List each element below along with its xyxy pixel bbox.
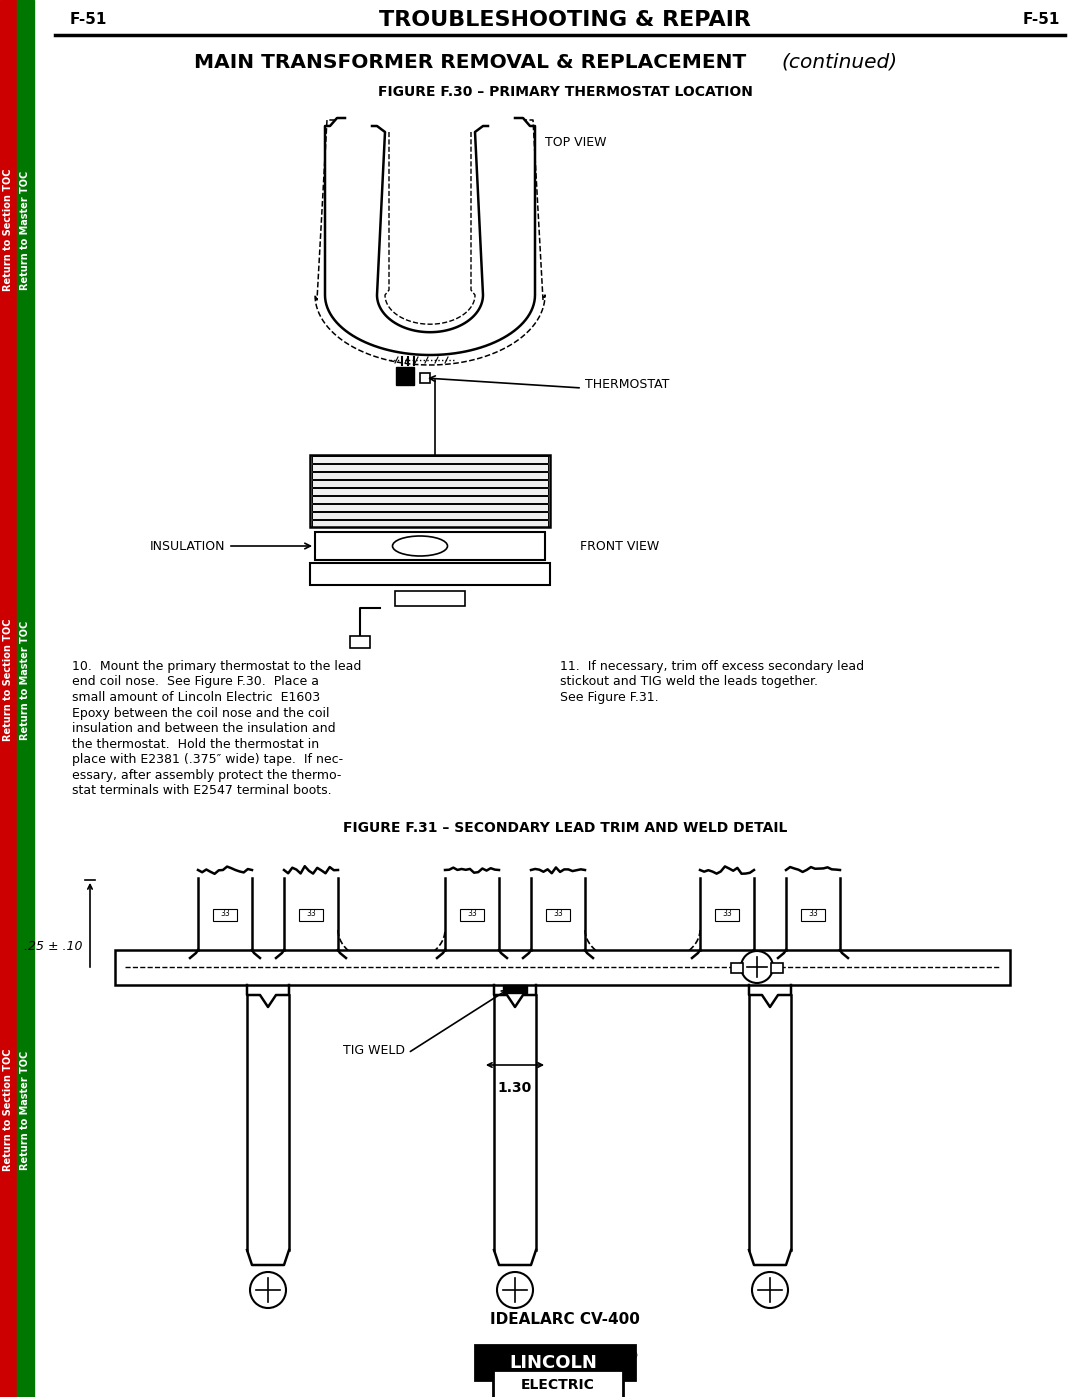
Text: 11.  If necessary, trim off excess secondary lead: 11. If necessary, trim off excess second… xyxy=(561,659,864,673)
Text: Return to Master TOC: Return to Master TOC xyxy=(21,620,30,739)
Circle shape xyxy=(249,1273,286,1308)
Text: Return to Master TOC: Return to Master TOC xyxy=(21,1051,30,1169)
Bar xyxy=(213,909,237,921)
Text: the thermostat.  Hold the thermostat in: the thermostat. Hold the thermostat in xyxy=(72,738,319,750)
Text: 33: 33 xyxy=(220,909,230,918)
Circle shape xyxy=(752,1273,788,1308)
Text: ®: ® xyxy=(629,1351,638,1361)
Text: LINCOLN: LINCOLN xyxy=(509,1354,597,1372)
Bar xyxy=(312,464,548,471)
Bar xyxy=(771,963,783,972)
Text: 1.30: 1.30 xyxy=(498,1081,532,1095)
Text: stat terminals with E2547 terminal boots.: stat terminals with E2547 terminal boots… xyxy=(72,784,332,798)
Bar xyxy=(546,909,570,921)
Text: F-51: F-51 xyxy=(1023,13,1059,28)
Bar xyxy=(475,1345,635,1380)
Text: FIGURE F.31 – SECONDARY LEAD TRIM AND WELD DETAIL: FIGURE F.31 – SECONDARY LEAD TRIM AND WE… xyxy=(342,821,787,835)
Text: 33: 33 xyxy=(808,909,818,918)
Bar xyxy=(395,591,465,606)
Bar xyxy=(299,909,323,921)
Text: Return to Section TOC: Return to Section TOC xyxy=(3,1049,13,1171)
Text: Epoxy between the coil nose and the coil: Epoxy between the coil nose and the coil xyxy=(72,707,329,719)
Bar xyxy=(315,532,545,560)
Text: 33: 33 xyxy=(553,909,563,918)
Bar xyxy=(460,909,484,921)
Text: end coil nose.  See Figure F.30.  Place a: end coil nose. See Figure F.30. Place a xyxy=(72,676,319,689)
Bar xyxy=(0,0,17,1397)
Text: See Figure F.31.: See Figure F.31. xyxy=(561,692,659,704)
Text: Return to Master TOC: Return to Master TOC xyxy=(21,170,30,289)
Text: TROUBLESHOOTING & REPAIR: TROUBLESHOOTING & REPAIR xyxy=(379,10,751,29)
Text: 33: 33 xyxy=(468,909,477,918)
Text: essary, after assembly protect the thermo-: essary, after assembly protect the therm… xyxy=(72,768,341,781)
Text: insulation and between the insulation and: insulation and between the insulation an… xyxy=(72,722,336,735)
Circle shape xyxy=(741,951,773,983)
Bar xyxy=(312,520,548,527)
Text: stickout and TIG weld the leads together.: stickout and TIG weld the leads together… xyxy=(561,676,818,689)
Bar xyxy=(350,636,370,648)
Bar xyxy=(312,511,548,520)
Bar xyxy=(312,504,548,511)
Bar xyxy=(503,985,527,993)
Bar xyxy=(731,963,743,972)
Text: TIG WELD: TIG WELD xyxy=(343,1044,405,1056)
Text: (continued): (continued) xyxy=(782,53,899,71)
Text: TOP VIEW: TOP VIEW xyxy=(545,137,607,149)
Bar xyxy=(312,455,548,462)
Bar xyxy=(492,1370,623,1397)
Bar xyxy=(310,563,550,585)
Bar xyxy=(310,455,550,527)
Text: 33: 33 xyxy=(306,909,315,918)
Text: F-51: F-51 xyxy=(70,13,107,28)
Text: THERMOSTAT: THERMOSTAT xyxy=(585,379,670,391)
Bar xyxy=(715,909,739,921)
Text: 33: 33 xyxy=(723,909,732,918)
Text: place with E2381 (.375″ wide) tape.  If nec-: place with E2381 (.375″ wide) tape. If n… xyxy=(72,753,343,766)
Text: Return to Section TOC: Return to Section TOC xyxy=(3,619,13,742)
Text: ELECTRIC: ELECTRIC xyxy=(521,1377,595,1391)
Bar xyxy=(312,488,548,495)
Text: IDEALARC CV-400: IDEALARC CV-400 xyxy=(490,1313,640,1327)
Text: INSULATION: INSULATION xyxy=(149,539,225,552)
Bar xyxy=(396,367,414,386)
Bar xyxy=(312,496,548,503)
Bar xyxy=(420,373,430,383)
Circle shape xyxy=(497,1273,534,1308)
Text: small amount of Lincoln Electric  E1603: small amount of Lincoln Electric E1603 xyxy=(72,692,320,704)
Text: 10.  Mount the primary thermostat to the lead: 10. Mount the primary thermostat to the … xyxy=(72,659,362,673)
Bar xyxy=(17,0,33,1397)
Text: Return to Section TOC: Return to Section TOC xyxy=(3,169,13,291)
Text: FIGURE F.30 – PRIMARY THERMOSTAT LOCATION: FIGURE F.30 – PRIMARY THERMOSTAT LOCATIO… xyxy=(378,85,753,99)
Ellipse shape xyxy=(392,536,447,556)
Text: FRONT VIEW: FRONT VIEW xyxy=(580,539,659,552)
Bar xyxy=(114,950,1010,985)
Text: .25 ± .10: .25 ± .10 xyxy=(24,940,82,954)
Bar xyxy=(312,481,548,488)
Bar xyxy=(312,472,548,479)
Text: MAIN TRANSFORMER REMOVAL & REPLACEMENT: MAIN TRANSFORMER REMOVAL & REPLACEMENT xyxy=(194,53,746,71)
Bar xyxy=(801,909,825,921)
